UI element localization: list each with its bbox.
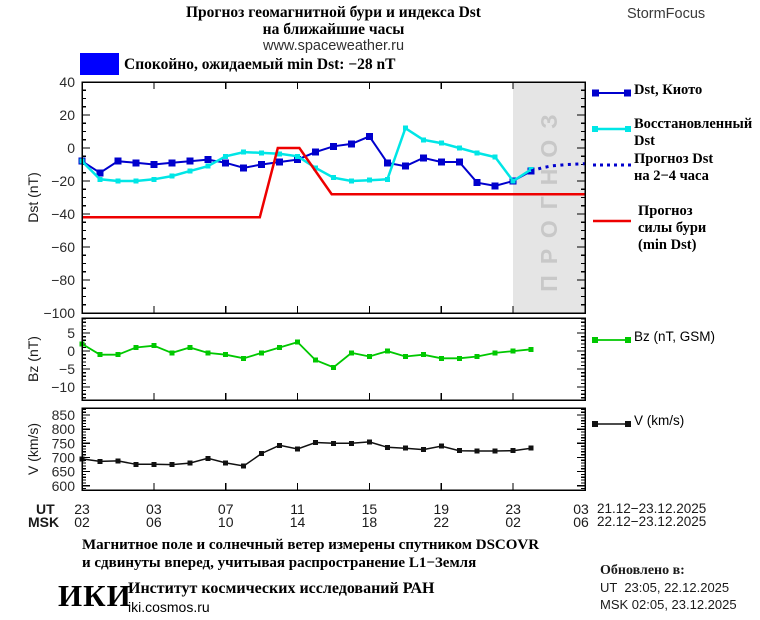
charts-svg: ПРОГНОЗ 40 20 0 −20 −40 −60 −80 −100 Dst (nT) 5 0 −5…	[25, 74, 586, 494]
legend-label-restored-dst: Восстановленный Dst	[634, 116, 753, 149]
series-line	[81, 441, 532, 467]
svg-text:600: 600	[52, 478, 76, 494]
legend-label-bz: Bz (nT, GSM)	[634, 329, 716, 344]
website-url: www.spaceweather.ru	[262, 38, 405, 54]
legend-label-v: V (km/s)	[634, 413, 685, 428]
series-line	[82, 146, 585, 219]
legend-sample-glyph	[592, 89, 631, 97]
series-markers	[79, 125, 534, 184]
legend-sample-restored-dst	[592, 122, 632, 140]
dst-panel: ПРОГНОЗ 40 20 0 −20 −40 −60 −80 −100 Dst (nT)	[25, 74, 586, 321]
legend-sample-glyph	[592, 337, 631, 343]
institute-site: iki.cosmos.ru	[128, 599, 210, 615]
ut-row-label: UT	[36, 501, 55, 517]
legend-label-dst-kyoto: Dst, Киото	[634, 82, 703, 98]
ut-date-range: 21.12−23.12.2025	[597, 501, 707, 516]
panel-frame	[81, 317, 586, 401]
updated-label: Обновлено в:	[600, 563, 685, 578]
x-tick-label: 07	[217, 501, 234, 517]
legend-sample-bz	[592, 333, 632, 351]
status-text: Спокойно, ожидаемый min Dst: −28 nT	[124, 56, 396, 73]
x-tick-label: 22	[433, 514, 450, 530]
updated-msk: MSK 02:05, 23.12.2025	[600, 597, 737, 612]
svg-text:650: 650	[52, 464, 76, 480]
svg-text:−40: −40	[51, 206, 75, 222]
svg-text:850: 850	[52, 407, 76, 423]
footer-note-line1: Магнитное поле и солнечный ветер измерен…	[82, 537, 540, 553]
svg-text:−100: −100	[43, 305, 75, 321]
msk-row-label: MSK	[28, 514, 60, 530]
legend-sample-storm-forecast	[592, 214, 632, 232]
x-tick-label: 18	[361, 514, 378, 530]
x-tick-label: 14	[289, 514, 306, 530]
svg-text:5: 5	[67, 325, 75, 341]
x-tick-label: 02	[505, 514, 521, 530]
y-axis-label: Dst (nT)	[25, 172, 41, 223]
legend-sample-glyph	[593, 163, 631, 167]
y-tick-labels: 5 0 −5 −10	[51, 325, 75, 395]
page-title-line1: Прогноз геомагнитной бури и индекса Dst	[186, 4, 481, 21]
axis-ticks	[81, 318, 586, 400]
y-axis-label: V (km/s)	[25, 423, 41, 475]
svg-text:20: 20	[59, 107, 75, 123]
svg-text:0: 0	[67, 343, 75, 359]
x-tick-label: 02	[74, 514, 90, 530]
page-title-line2: на ближайшие часы	[262, 21, 405, 38]
institute-name: Институт космических исследований РАН	[128, 580, 435, 597]
x-tick-label: 06	[573, 514, 589, 530]
x-tick-label: 06	[146, 514, 162, 530]
svg-text:−80: −80	[51, 272, 75, 288]
status-color-box	[80, 53, 119, 75]
legend-sample-glyph	[593, 219, 631, 223]
panel-frame	[81, 81, 586, 314]
svg-text:40: 40	[59, 74, 75, 90]
legend-label-storm-forecast: Прогноз силы бури (min Dst)	[638, 203, 707, 253]
legend-sample-glyph	[592, 126, 631, 132]
x-tick-label: 23	[74, 501, 90, 517]
x-tick-label: 11	[290, 501, 305, 517]
x-tick-label: 03	[573, 501, 589, 517]
svg-text:−5: −5	[59, 361, 75, 377]
footer-note-line2: и сдвинуты вперед, учитывая распростране…	[82, 555, 477, 571]
legend-sample-glyph	[592, 421, 631, 427]
svg-text:0: 0	[67, 140, 75, 156]
svg-text:700: 700	[52, 449, 76, 465]
svg-text:750: 750	[52, 435, 76, 451]
svg-text:800: 800	[52, 421, 76, 437]
x-tick-label: 23	[505, 501, 521, 517]
svg-text:−20: −20	[51, 173, 75, 189]
y-tick-labels: 40 20 0 −20 −40 −60 −80 −100	[43, 74, 75, 321]
bz-panel: 5 0 −5 −10 Bz (nT)	[25, 317, 586, 401]
legend-sample-forecast-dst	[592, 158, 632, 176]
x-tick-label: 19	[433, 501, 450, 517]
series-line	[81, 341, 532, 369]
series-line	[81, 126, 532, 183]
x-tick-label: 15	[361, 501, 378, 517]
iki-logo: ИКИ	[58, 578, 132, 613]
updated-ut: UT 23:05, 22.12.2025	[600, 580, 730, 595]
legend-sample-v	[592, 417, 632, 435]
forecast-band	[513, 82, 585, 313]
x-tick-label: 10	[217, 514, 234, 530]
forecast-band-label: ПРОГНОЗ	[536, 103, 562, 291]
msk-date-range: 22.12−23.12.2025	[597, 514, 707, 529]
axis-ticks	[81, 81, 586, 314]
x-tick-label: 03	[146, 501, 162, 517]
svg-text:−10: −10	[51, 379, 75, 395]
series-line	[530, 162, 586, 173]
brand-label: StormFocus	[627, 6, 706, 22]
svg-text:−60: −60	[51, 239, 75, 255]
legend-sample-dst-kyoto	[592, 86, 632, 104]
axis-ticks	[81, 408, 586, 490]
series-markers	[79, 339, 534, 370]
panel-frame	[81, 407, 586, 491]
y-axis-label: Bz (nT)	[25, 336, 41, 382]
legend-label-forecast-dst: Прогноз Dst на 2−4 часа	[634, 151, 714, 184]
